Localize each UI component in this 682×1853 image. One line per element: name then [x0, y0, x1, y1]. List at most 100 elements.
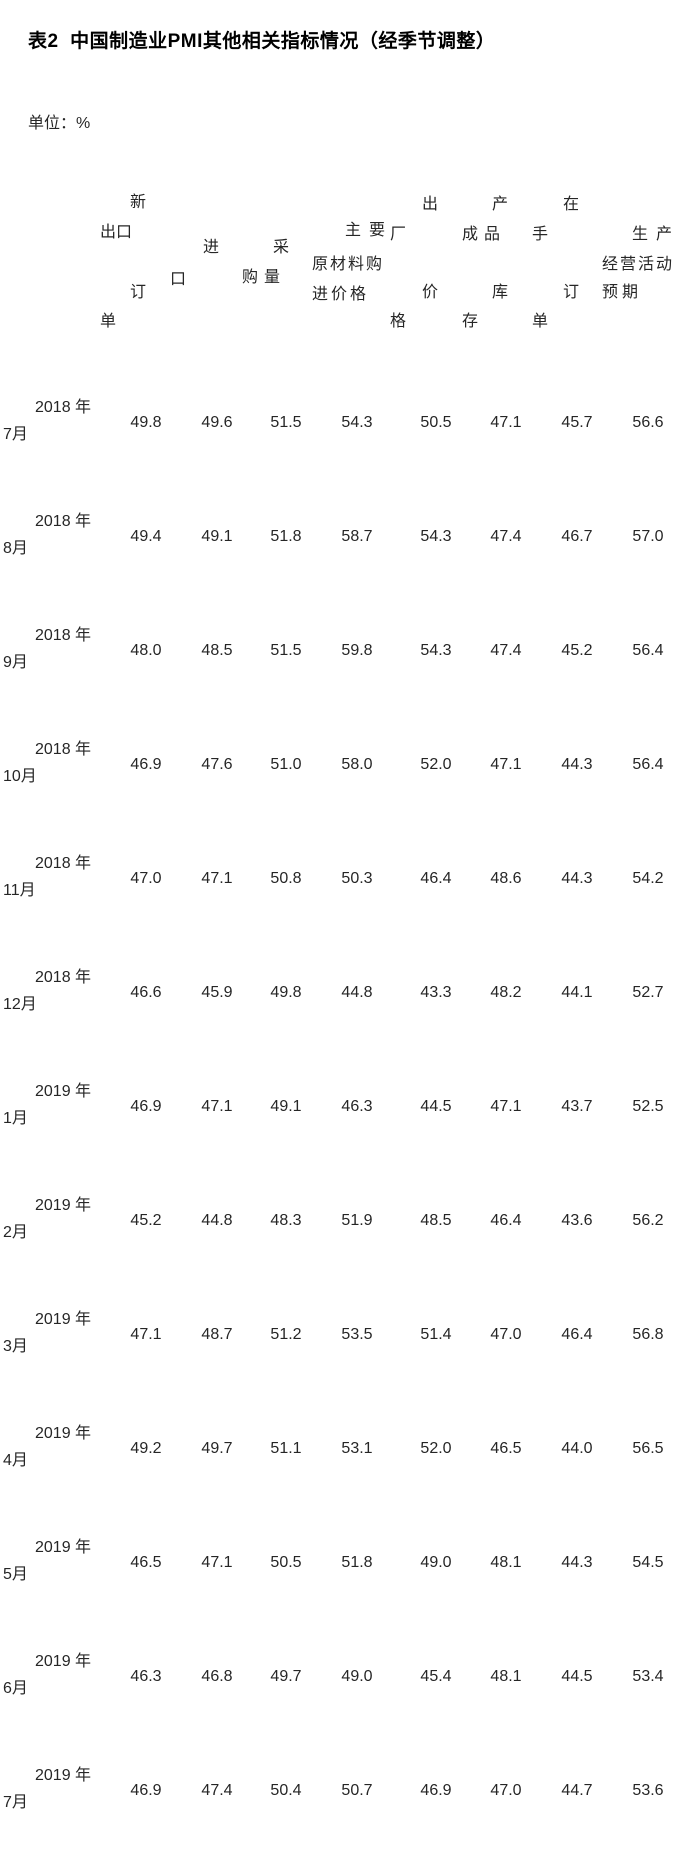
value-cell: 43.6	[561, 1212, 593, 1229]
period-year-label: 2019 年	[35, 1539, 92, 1556]
value-cell: 49.2	[130, 1440, 162, 1457]
value-cell: 52.0	[420, 756, 452, 773]
period-year-label: 2019 年	[35, 1767, 92, 1784]
value-cell: 57.0	[632, 528, 664, 545]
value-cell: 58.7	[341, 528, 373, 545]
value-cell: 49.4	[130, 528, 162, 545]
value-cell: 47.1	[201, 1098, 233, 1115]
value-cell: 44.8	[341, 984, 373, 1001]
value-cell: 44.1	[561, 984, 593, 1001]
value-cell: 44.0	[561, 1440, 593, 1457]
period-month-label: 9月	[3, 654, 28, 671]
value-cell: 47.4	[490, 528, 522, 545]
value-cell: 47.4	[201, 1782, 233, 1799]
value-cell: 47.1	[490, 1098, 522, 1115]
value-cell: 44.3	[561, 756, 593, 773]
header-line: 经营活动	[602, 256, 675, 273]
value-cell: 46.9	[420, 1782, 452, 1799]
value-cell: 46.4	[490, 1212, 522, 1229]
table-title: 表2 中国制造业PMI其他相关指标情况（经季节调整）	[28, 31, 496, 52]
value-cell: 48.0	[130, 642, 162, 659]
period-month-label: 7月	[3, 426, 28, 443]
header-line: 预期	[602, 284, 643, 301]
value-cell: 45.2	[130, 1212, 162, 1229]
period-year-label: 2018 年	[35, 627, 92, 644]
value-cell: 51.8	[270, 528, 302, 545]
value-cell: 46.6	[130, 984, 162, 1001]
value-cell: 44.7	[561, 1782, 593, 1799]
period-month-label: 6月	[3, 1680, 28, 1697]
value-cell: 54.3	[341, 414, 373, 431]
header-line: 在	[563, 196, 580, 213]
period-year-label: 2019 年	[35, 1083, 92, 1100]
value-cell: 46.3	[130, 1668, 162, 1685]
value-cell: 56.4	[632, 642, 664, 659]
value-cell: 50.8	[270, 870, 302, 887]
period-year-label: 2018 年	[35, 513, 92, 530]
value-cell: 52.5	[632, 1098, 664, 1115]
value-cell: 52.7	[632, 984, 664, 1001]
header-line: 手	[532, 226, 549, 243]
period-month-label: 4月	[3, 1452, 28, 1469]
value-cell: 48.2	[490, 984, 522, 1001]
value-cell: 44.5	[420, 1098, 452, 1115]
period-month-label: 10月	[3, 768, 37, 785]
value-cell: 53.5	[341, 1326, 373, 1343]
value-cell: 47.0	[490, 1326, 522, 1343]
value-cell: 47.0	[130, 870, 162, 887]
value-cell: 50.7	[341, 1782, 373, 1799]
value-cell: 56.8	[632, 1326, 664, 1343]
value-cell: 53.4	[632, 1668, 664, 1685]
value-cell: 47.1	[201, 870, 233, 887]
header-line: 生产	[632, 226, 681, 243]
header-line: 格	[390, 313, 407, 330]
value-cell: 48.5	[201, 642, 233, 659]
header-line: 订	[130, 284, 147, 301]
period-month-label: 7月	[3, 1794, 28, 1811]
header-line: 采	[273, 239, 290, 256]
value-cell: 45.4	[420, 1668, 452, 1685]
value-cell: 49.8	[270, 984, 302, 1001]
header-line: 原材料购	[312, 256, 385, 273]
value-cell: 49.0	[341, 1668, 373, 1685]
period-month-label: 8月	[3, 540, 28, 557]
header-line: 购量	[242, 269, 287, 286]
header-line: 主要	[345, 222, 394, 239]
value-cell: 48.3	[270, 1212, 302, 1229]
value-cell: 47.1	[490, 414, 522, 431]
value-cell: 49.7	[201, 1440, 233, 1457]
value-cell: 46.3	[341, 1098, 373, 1115]
period-year-label: 2019 年	[35, 1653, 92, 1670]
value-cell: 51.0	[270, 756, 302, 773]
value-cell: 50.4	[270, 1782, 302, 1799]
value-cell: 56.2	[632, 1212, 664, 1229]
value-cell: 51.5	[270, 642, 302, 659]
value-cell: 51.2	[270, 1326, 302, 1343]
value-cell: 45.9	[201, 984, 233, 1001]
value-cell: 54.2	[632, 870, 664, 887]
period-year-label: 2018 年	[35, 741, 92, 758]
value-cell: 47.6	[201, 756, 233, 773]
period-year-label: 2018 年	[35, 969, 92, 986]
value-cell: 46.5	[130, 1554, 162, 1571]
value-cell: 49.1	[201, 528, 233, 545]
value-cell: 51.5	[270, 414, 302, 431]
value-cell: 53.6	[632, 1782, 664, 1799]
value-cell: 45.7	[561, 414, 593, 431]
value-cell: 56.6	[632, 414, 664, 431]
header-line: 出	[422, 196, 439, 213]
period-year-label: 2019 年	[35, 1311, 92, 1328]
value-cell: 47.1	[201, 1554, 233, 1571]
value-cell: 51.8	[341, 1554, 373, 1571]
header-line: 口	[170, 271, 187, 288]
header-line: 单	[100, 313, 117, 330]
period-month-label: 1月	[3, 1110, 28, 1127]
period-year-label: 2018 年	[35, 399, 92, 416]
value-cell: 59.8	[341, 642, 373, 659]
value-cell: 46.7	[561, 528, 593, 545]
header-line: 进	[203, 239, 220, 256]
value-cell: 46.4	[561, 1326, 593, 1343]
value-cell: 54.3	[420, 642, 452, 659]
value-cell: 46.9	[130, 756, 162, 773]
value-cell: 48.5	[420, 1212, 452, 1229]
